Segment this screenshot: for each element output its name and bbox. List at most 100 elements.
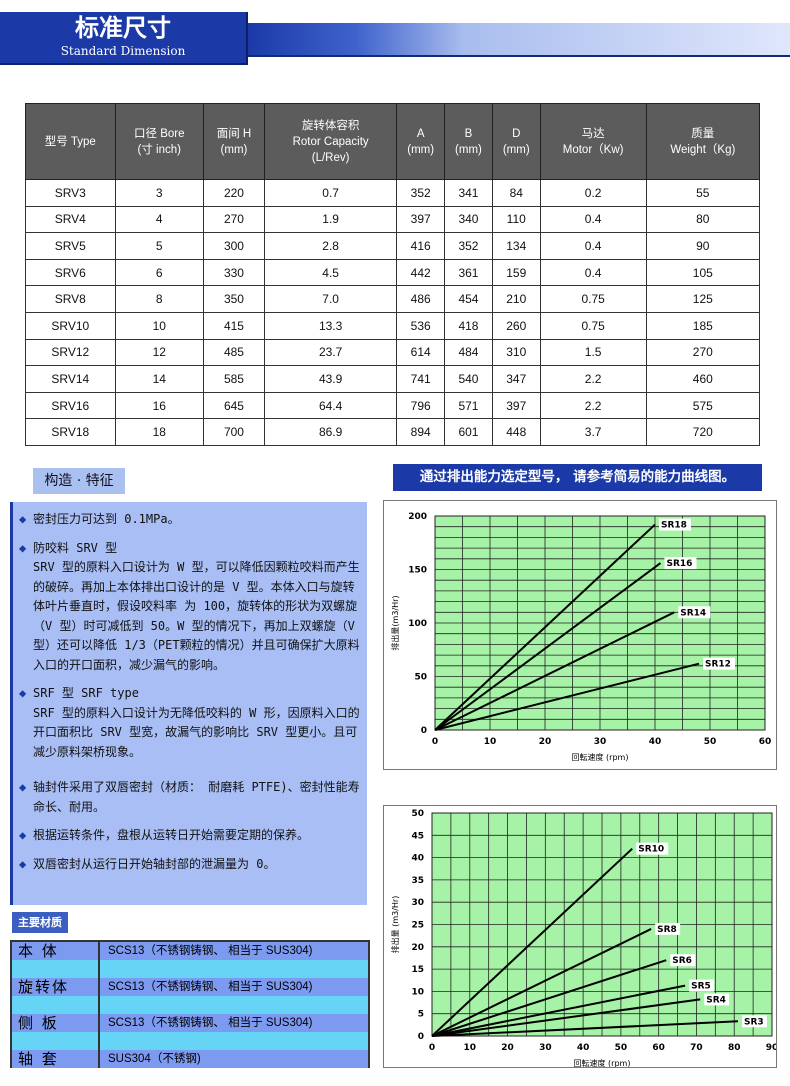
table-cell: 64.4 bbox=[263, 391, 398, 420]
series-line-sr3 bbox=[431, 1020, 739, 1037]
table-cell: SRV3 bbox=[25, 179, 116, 207]
table-cell: 442 bbox=[396, 258, 446, 287]
column-header: 口径 Bore (寸 inch) bbox=[114, 103, 204, 180]
feature-text: 密封压力可达到 0.1MPa。 bbox=[33, 512, 180, 526]
table-cell: 540 bbox=[444, 365, 493, 393]
table-row: SRV14 14 585 43.9 741 540 347 2.2 460 bbox=[25, 365, 761, 393]
table-row: SRV10 10 415 13.3 536 418 260 0.75 185 bbox=[25, 311, 761, 340]
table-cell: SRV8 bbox=[25, 285, 116, 313]
table-cell: 330 bbox=[202, 258, 265, 287]
materials-title: 主要材质 bbox=[12, 912, 68, 933]
table-cell: SRV5 bbox=[25, 232, 116, 260]
y-axis-label: 排出量(m3/Hr) bbox=[390, 595, 400, 650]
table-cell: 270 bbox=[202, 205, 265, 234]
table-cell: 80 bbox=[645, 205, 761, 234]
table-cell: 270 bbox=[645, 338, 761, 367]
table-cell: 361 bbox=[444, 258, 493, 287]
material-part: 本 体 bbox=[12, 942, 100, 960]
column-header: 马达 Motor（Kw) bbox=[539, 103, 647, 180]
x-tick-label: 60 bbox=[652, 1043, 665, 1053]
series-label-bg bbox=[670, 954, 696, 967]
series-line-sr14 bbox=[434, 611, 675, 731]
table-cell: SRV12 bbox=[25, 338, 116, 367]
feature-item: ◆ 密封压力可达到 0.1MPa。 bbox=[19, 510, 361, 530]
header-line: Weight（Kg) bbox=[670, 143, 736, 156]
header-subtitle: Standard Dimension bbox=[60, 44, 186, 58]
header-line: (mm) bbox=[407, 143, 435, 156]
table-cell: 484 bbox=[444, 338, 493, 367]
material-part: 侧 板 bbox=[12, 1014, 100, 1032]
material-value: SUS304（不锈钢) bbox=[108, 1053, 201, 1065]
table-cell: 3.7 bbox=[539, 418, 647, 446]
table-row: SRV6 6 330 4.5 442 361 159 0.4 105 bbox=[25, 258, 761, 287]
y-tick-label: 30 bbox=[411, 898, 424, 908]
material-part: 轴 套 bbox=[12, 1050, 100, 1068]
table-cell: 460 bbox=[645, 365, 761, 393]
series-label-bg bbox=[636, 842, 669, 855]
y-tick-label: 15 bbox=[411, 965, 424, 975]
y-tick-label: 0 bbox=[418, 1032, 424, 1042]
table-cell: 614 bbox=[396, 338, 446, 367]
material-row: 侧 板 SCS13（不锈钢铸钢、 相当于 SUS304) bbox=[12, 1014, 368, 1032]
x-tick-label: 10 bbox=[464, 1043, 477, 1053]
table-cell: 0.4 bbox=[539, 205, 647, 234]
header-line: (mm) bbox=[220, 143, 248, 156]
x-tick-label: 10 bbox=[484, 737, 497, 747]
series-label: SR4 bbox=[706, 995, 726, 1005]
table-cell: 8 bbox=[114, 285, 204, 313]
header-line: B bbox=[464, 127, 473, 140]
x-tick-label: 80 bbox=[728, 1043, 741, 1053]
table-cell: 7.0 bbox=[263, 285, 398, 313]
chart-large-models: 0 10 20 30 40 50 60 0 50 100 150 200 回転速度 (rpm) 排出量(m… bbox=[383, 500, 777, 770]
series-line-sr4 bbox=[431, 998, 701, 1037]
table-row: SRV5 5 300 2.8 416 352 134 0.4 90 bbox=[25, 232, 761, 260]
feature-text: SRF 型 SRF type SRF 型的原料入口设计为无降低咬料的 W 形，因… bbox=[33, 686, 360, 759]
table-row: SRV4 4 270 1.9 397 340 110 0.4 80 bbox=[25, 205, 761, 234]
series-line-sr18 bbox=[434, 523, 656, 731]
diamond-bullet-icon: ◆ bbox=[19, 686, 27, 700]
table-row: SRV16 16 645 64.4 796 571 397 2.2 575 bbox=[25, 391, 761, 420]
table-row: SRV8 8 350 7.0 486 454 210 0.75 125 bbox=[25, 285, 761, 313]
y-axis-label: 排出量 (m3/Hr) bbox=[390, 896, 400, 954]
section-header: 标准尺寸 Standard Dimension bbox=[0, 12, 248, 65]
table-cell: SRV16 bbox=[25, 391, 116, 420]
table-cell: 300 bbox=[202, 232, 265, 260]
series-label-bg bbox=[678, 606, 711, 619]
header-line: D bbox=[512, 127, 521, 140]
table-cell: 4 bbox=[114, 205, 204, 234]
features-title: 构造 · 特征 bbox=[33, 468, 125, 494]
series-line-sr5 bbox=[431, 984, 686, 1037]
feature-item: ◆ SRF 型 SRF type SRF 型的原料入口设计为无降低咬料的 W 形，… bbox=[19, 684, 361, 762]
header-line: (mm) bbox=[502, 143, 530, 156]
table-cell: SRV4 bbox=[25, 205, 116, 234]
header-line: Motor（Kw) bbox=[562, 143, 624, 156]
table-cell: 4.5 bbox=[263, 258, 398, 287]
y-tick-label: 200 bbox=[408, 512, 427, 522]
table-cell: 448 bbox=[491, 418, 541, 446]
header-line: (mm) bbox=[455, 143, 482, 156]
table-cell: 352 bbox=[444, 232, 493, 260]
header-title: 标准尺寸 bbox=[75, 14, 171, 42]
x-tick-label: 40 bbox=[577, 1043, 590, 1053]
table-cell: 220 bbox=[202, 179, 265, 207]
x-tick-label: 20 bbox=[539, 737, 552, 747]
header-line: 马达 bbox=[581, 127, 605, 140]
series-label-bg bbox=[742, 1015, 767, 1028]
table-cell: 645 bbox=[202, 391, 265, 420]
x-tick-label: 40 bbox=[649, 737, 662, 747]
column-header: 旋转体容积 Rotor Capacity (L/Rev) bbox=[263, 103, 398, 180]
table-cell: 12 bbox=[114, 338, 204, 367]
series-line-sr12 bbox=[434, 662, 700, 731]
table-cell: 0.75 bbox=[539, 311, 647, 340]
series-label-bg bbox=[659, 518, 691, 531]
material-value: SCS13（不锈钢铸钢、 相当于 SUS304) bbox=[108, 981, 313, 993]
x-tick-label: 20 bbox=[501, 1043, 514, 1053]
y-tick-label: 150 bbox=[408, 566, 427, 576]
table-cell: 310 bbox=[491, 338, 541, 367]
feature-text: 根据运转条件，盘根从运转日开始需要定期的保养。 bbox=[33, 828, 310, 842]
table-cell: 5 bbox=[114, 232, 204, 260]
x-tick-label: 90 bbox=[766, 1043, 776, 1053]
header-line: (寸 inch) bbox=[137, 143, 181, 156]
material-spacer-row bbox=[12, 960, 368, 978]
table-cell: 2.2 bbox=[539, 365, 647, 393]
